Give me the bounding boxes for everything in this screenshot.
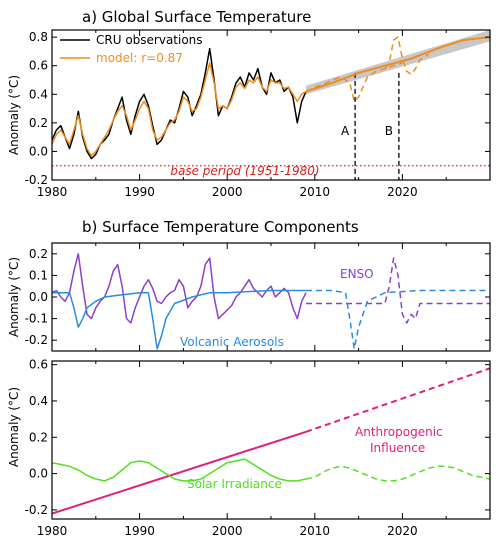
legend-obs-label: CRU observations bbox=[96, 33, 203, 47]
y-tick-label: 0.0 bbox=[29, 290, 48, 304]
panel-b-lower-ticks: -0.2 0.0 0.2 0.4 0.6 1980 1990 2000 2010 2020 bbox=[25, 358, 491, 538]
panel-b-lower-series bbox=[51, 367, 491, 515]
series-model-r-0-87 bbox=[51, 62, 307, 157]
y-tick-label: 0.2 bbox=[29, 247, 48, 261]
series-enso-projection bbox=[306, 257, 490, 324]
panel-a-legend: CRU observations model: r=0.87 bbox=[60, 33, 203, 65]
x-tick-label: 2000 bbox=[212, 185, 243, 199]
y-tick-label: -0.2 bbox=[25, 503, 48, 517]
panel-a-title: a) Global Surface Temperature bbox=[82, 8, 311, 26]
base-period-label: base period (1951-1980) bbox=[170, 164, 319, 178]
anthro-label-line1: Anthropogenic bbox=[355, 425, 443, 439]
x-tick-label: 2010 bbox=[300, 185, 331, 199]
marker-a-label: A bbox=[341, 124, 350, 138]
x-tick-label: 2020 bbox=[387, 185, 418, 199]
y-tick-label: -0.1 bbox=[25, 312, 48, 326]
y-tick-label: 0.6 bbox=[29, 59, 48, 73]
x-tick-label: 1980 bbox=[37, 185, 68, 199]
panel-b-lower-y-axis-label: Anomaly (°C) bbox=[7, 387, 21, 467]
x-tick-label: 2020 bbox=[387, 524, 418, 538]
panel-b-lower-frame bbox=[51, 360, 491, 520]
panel-a: a) Global Surface Temperature Anomaly (°… bbox=[7, 8, 491, 199]
y-tick-label: 0.4 bbox=[29, 87, 48, 101]
x-tick-label: 1990 bbox=[124, 185, 155, 199]
x-tick-label: 2000 bbox=[212, 524, 243, 538]
series-volcanic-projection bbox=[306, 289, 490, 350]
panel-b-title: b) Surface Temperature Components bbox=[82, 218, 359, 236]
series-projection-a bbox=[305, 62, 403, 103]
panel-a-ticks: -0.2 0.0 0.2 0.4 0.6 0.8 1980 1990 2000 2010 2020 bbox=[25, 30, 491, 199]
y-tick-label: 0.8 bbox=[29, 30, 48, 44]
panel-b-upper-y-axis-label: Anomaly (°C) bbox=[7, 257, 21, 337]
legend-model-label: model: r=0.87 bbox=[96, 51, 183, 65]
panel-a-series bbox=[51, 30, 491, 180]
y-tick-label: 0.2 bbox=[29, 430, 48, 444]
y-tick-label: 0.0 bbox=[29, 144, 48, 158]
series-enso bbox=[51, 253, 307, 324]
enso-label: ENSO bbox=[340, 267, 374, 281]
y-tick-label: -0.2 bbox=[25, 333, 48, 347]
y-tick-label: 0.1 bbox=[29, 268, 48, 282]
panel-b-upper-ticks: -0.2 -0.1 0.0 0.1 0.2 bbox=[25, 243, 491, 351]
volcanic-label: Volcanic Aerosols bbox=[180, 335, 284, 349]
y-tick-label: 0.4 bbox=[29, 394, 48, 408]
panel-a-y-axis-label: Anomaly (°C) bbox=[7, 75, 21, 155]
y-tick-label: 0.6 bbox=[29, 358, 48, 372]
x-tick-label: 1980 bbox=[37, 524, 68, 538]
series-trend bbox=[305, 36, 491, 93]
series-solar-projection bbox=[305, 465, 491, 482]
panel-b-upper-series bbox=[51, 253, 490, 350]
panel-b-upper: Anomaly (°C) -0.2 -0.1 0.0 0.1 0.2 ENSO Volc… bbox=[7, 242, 491, 352]
y-tick-label: 0.0 bbox=[29, 467, 48, 481]
anthro-label-line2: Influence bbox=[370, 441, 425, 455]
series-projection-b bbox=[384, 36, 430, 76]
x-tick-label: 1990 bbox=[124, 524, 155, 538]
series-cru-observations bbox=[51, 47, 307, 160]
series-solar-irradiance bbox=[51, 458, 307, 482]
panel-b-lower: Anomaly (°C) -0.2 0.0 0.2 0.4 0.6 1980 1990 200… bbox=[7, 358, 491, 538]
series-volcanic-aerosols bbox=[52, 289, 306, 350]
series-anthropogenic-projection bbox=[305, 367, 491, 433]
marker-b-label: B bbox=[385, 124, 393, 138]
x-tick-label: 2010 bbox=[300, 524, 331, 538]
solar-label: Solar Irradiance bbox=[187, 477, 282, 491]
y-tick-label: -0.2 bbox=[25, 173, 48, 187]
series-anthropogenic-influence bbox=[51, 430, 307, 515]
y-tick-label: 0.2 bbox=[29, 116, 48, 130]
